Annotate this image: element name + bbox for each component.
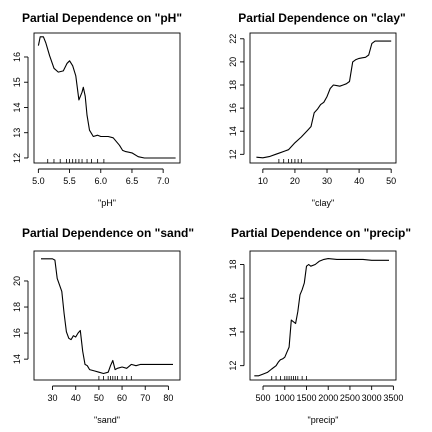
x-tick-label-clay-0: 10 <box>258 176 268 186</box>
x-tick-label-sand-1: 40 <box>71 393 81 403</box>
x-tick-label-ph-3: 6.5 <box>126 176 139 186</box>
y-tick-label-clay-5: 22 <box>228 34 238 44</box>
pd-line-precip <box>254 258 389 377</box>
panel-sand: Partial Dependence on "sand" 30 40 50 60 70 80… <box>12 226 194 425</box>
x-axis-label-sand: "sand" <box>94 415 120 425</box>
y-tick-label-sand-0: 14 <box>12 354 22 364</box>
x-tick-label-clay-4: 50 <box>386 176 396 186</box>
plot-frame-precip <box>249 250 397 381</box>
pd-line-sand <box>41 258 173 375</box>
x-tick-label-clay-3: 40 <box>354 176 364 186</box>
plot-frame-sand <box>33 250 181 381</box>
y-tick-label-ph-4: 16 <box>12 52 22 62</box>
x-axis-ph: 5.0 5.5 6.0 6.5 7.0 <box>32 168 170 186</box>
x-tick-label-precip-1: 1000 <box>275 393 295 403</box>
y-tick-label-clay-3: 18 <box>228 80 238 90</box>
panel-clay: Partial Dependence on "clay" 10 20 30 40 50 12… <box>228 11 406 208</box>
chart-title-ph: Partial Dependence on "pH" <box>22 11 182 25</box>
x-tick-label-precip-0: 500 <box>256 393 271 403</box>
x-tick-label-ph-2: 6.0 <box>95 176 108 186</box>
x-axis-clay: 10 20 30 40 50 <box>258 168 396 186</box>
chart-title-precip: Partial Dependence on "precip" <box>231 226 411 240</box>
rug-sand <box>98 376 132 380</box>
y-tick-label-ph-0: 12 <box>12 153 22 163</box>
y-tick-label-clay-4: 20 <box>228 57 238 67</box>
y-tick-label-precip-3: 18 <box>228 259 238 269</box>
y-tick-label-ph-1: 13 <box>12 128 22 138</box>
y-tick-label-sand-1: 16 <box>12 328 22 338</box>
x-axis-label-precip: "precip" <box>308 415 339 425</box>
x-axis-label-clay: "clay" <box>312 198 334 208</box>
x-tick-label-sand-0: 30 <box>48 393 58 403</box>
rug-clay <box>278 159 302 163</box>
y-tick-label-precip-1: 14 <box>228 327 238 337</box>
x-tick-label-sand-3: 60 <box>117 393 127 403</box>
pd-line-ph <box>37 36 176 159</box>
y-axis-precip: 12 14 16 18 <box>228 259 245 371</box>
x-axis-label-ph: "pH" <box>98 198 116 208</box>
x-tick-label-ph-1: 5.5 <box>63 176 76 186</box>
y-axis-clay: 12 14 16 18 20 22 <box>228 34 245 159</box>
pd-line-clay <box>256 40 392 159</box>
x-tick-label-sand-2: 50 <box>94 393 104 403</box>
rug-precip <box>271 376 307 380</box>
panel-precip: Partial Dependence on "precip" 500 1000 150… <box>228 226 411 425</box>
x-axis-sand: 30 40 50 60 70 80 <box>48 385 173 403</box>
x-tick-label-precip-5: 3000 <box>362 393 382 403</box>
panel-ph: Partial Dependence on "pH" 5.0 5.5 6.0 6.5 7.… <box>12 11 182 208</box>
y-axis-ph: 12 13 14 15 16 <box>12 52 29 163</box>
y-axis-sand: 14 16 18 20 <box>12 276 29 364</box>
y-tick-label-precip-2: 16 <box>228 293 238 303</box>
rug-ph <box>47 159 105 163</box>
x-axis-precip: 500 1000 1500 2000 2500 3000 3500 <box>256 385 403 403</box>
x-tick-label-clay-2: 30 <box>322 176 332 186</box>
y-tick-label-sand-2: 18 <box>12 302 22 312</box>
x-tick-label-ph-0: 5.0 <box>32 176 45 186</box>
x-tick-label-precip-4: 2500 <box>340 393 360 403</box>
plot-frame-clay <box>249 32 397 164</box>
chart-title-sand: Partial Dependence on "sand" <box>22 226 194 240</box>
x-tick-label-precip-6: 3500 <box>383 393 403 403</box>
x-tick-label-precip-3: 2000 <box>318 393 338 403</box>
y-tick-label-clay-0: 12 <box>228 149 238 159</box>
x-tick-label-sand-5: 80 <box>163 393 173 403</box>
x-tick-label-clay-1: 20 <box>290 176 300 186</box>
x-tick-label-sand-4: 70 <box>140 393 150 403</box>
y-tick-label-clay-2: 16 <box>228 103 238 113</box>
y-tick-label-clay-1: 14 <box>228 126 238 136</box>
chart-title-clay: Partial Dependence on "clay" <box>238 11 405 25</box>
plot-frame-ph <box>33 32 181 164</box>
y-tick-label-ph-3: 15 <box>12 77 22 87</box>
x-tick-label-precip-2: 1500 <box>296 393 316 403</box>
x-tick-label-ph-4: 7.0 <box>157 176 170 186</box>
y-tick-label-ph-2: 14 <box>12 102 22 112</box>
y-tick-label-precip-0: 12 <box>228 361 238 371</box>
y-tick-label-sand-3: 20 <box>12 276 22 286</box>
